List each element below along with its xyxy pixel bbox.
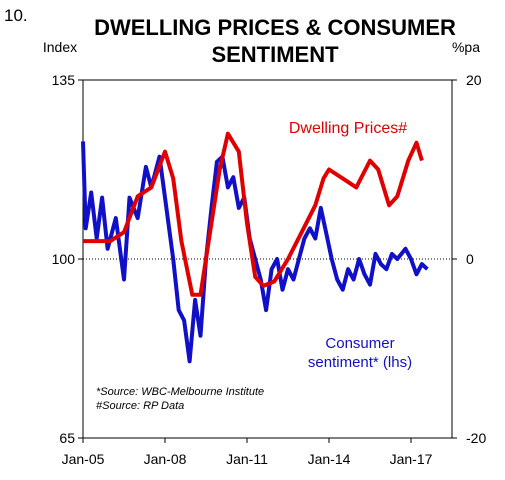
chart-title: DWELLING PRICES & CONSUMER SENTIMENT (94, 15, 456, 67)
x-tick-label: Jan-17 (390, 451, 433, 467)
source-note: #Source: RP Data (96, 400, 185, 412)
y-tick-label: 135 (52, 72, 76, 88)
x-tick-label: Jan-14 (308, 451, 351, 467)
series-line (83, 131, 424, 297)
y2-tick-label: -20 (466, 430, 486, 446)
series-label: Consumer sentiment* (lhs) (307, 335, 413, 371)
x-tick-label: Jan-08 (144, 451, 187, 467)
x-tick-label: Jan-11 (226, 451, 268, 467)
series-label: Dwelling Prices# (289, 120, 407, 137)
x-tick-label: Jan-05 (62, 451, 105, 467)
y-tick-label: 100 (52, 251, 76, 267)
y-tick-label: 65 (59, 430, 75, 446)
y-axis-label: Index (43, 39, 77, 55)
series-line (81, 141, 429, 364)
y2-axis-label: %pa (452, 39, 480, 55)
y2-tick-label: 0 (466, 251, 474, 267)
chart-number: 10. (4, 6, 28, 25)
y2-tick-label: 20 (466, 72, 482, 88)
source-note: *Source: WBC-Melbourne Institute (96, 386, 265, 398)
